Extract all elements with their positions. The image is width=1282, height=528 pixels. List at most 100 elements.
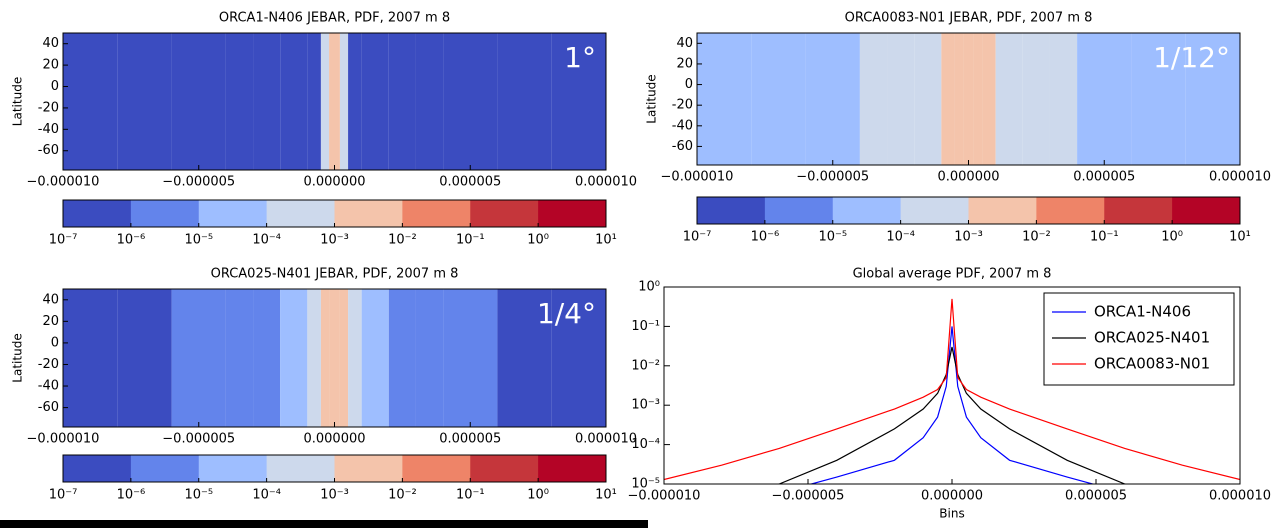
- annotation: 1/4°: [537, 297, 596, 330]
- y-tick-label: 0: [51, 335, 59, 350]
- heat-cell: [307, 289, 321, 427]
- y-tick-label: 40: [42, 292, 59, 307]
- heat-cell: [1131, 33, 1186, 165]
- legend-box: [1043, 292, 1235, 386]
- colorbar-tick-label: 10⁻⁵: [184, 233, 213, 248]
- y-tick-label: 20: [42, 314, 59, 329]
- heat-cell: [1077, 33, 1132, 165]
- colorbar-segment: [1104, 197, 1173, 224]
- colorbar-tick-label: 10¹: [1229, 230, 1251, 245]
- heat-cell: [320, 33, 330, 170]
- colorbar-tick-label: 10⁻³: [954, 230, 983, 245]
- heat-cell: [443, 33, 498, 170]
- heat-cell: [551, 33, 606, 170]
- colorbar-segment: [697, 197, 766, 224]
- y-axis-label: Latitude: [11, 77, 25, 126]
- y-tick-label: -40: [38, 379, 59, 394]
- heat-cell: [443, 289, 498, 427]
- x-tick-label: 0.000010: [1209, 489, 1271, 504]
- x-tick-label: 0.000000: [937, 170, 999, 185]
- y-tick-label: -20: [38, 357, 59, 372]
- data-line: [809, 326, 1095, 484]
- y-axis-label: Latitude: [11, 333, 25, 382]
- y-tick-label: -60: [38, 400, 59, 415]
- heat-cell: [361, 33, 389, 170]
- heat-cell: [307, 33, 321, 170]
- colorbar-tick-label: 10⁻⁶: [751, 230, 780, 245]
- colorbar-segment: [63, 200, 132, 227]
- heat-cell: [117, 33, 172, 170]
- heat-cell: [171, 289, 226, 427]
- colorbar-tick-label: 10¹: [595, 488, 617, 503]
- x-tick-label: 0.000000: [303, 432, 365, 447]
- y-tick-label: 10⁰: [638, 280, 660, 295]
- colorbar-tick-label: 10⁻⁷: [49, 233, 78, 248]
- heat-cell: [63, 33, 118, 170]
- colorbar-tick-label: 10⁻²: [388, 488, 417, 503]
- colorbar-segment: [63, 455, 132, 482]
- y-tick-label: -60: [672, 139, 693, 154]
- colorbar-segment: [266, 455, 335, 482]
- heat-cell: [963, 33, 974, 165]
- colorbar-tick-label: 10⁻³: [320, 488, 349, 503]
- heat-cell: [253, 289, 281, 427]
- colorbar-tick-label: 10⁻⁷: [683, 230, 712, 245]
- colorbar-tick-label: 10⁻²: [388, 233, 417, 248]
- heat-cell: [697, 33, 752, 165]
- colorbar-tick-label: 10⁻⁴: [252, 488, 281, 503]
- heat-cell: [415, 33, 444, 170]
- colorbar-segment: [1172, 197, 1241, 224]
- colorbar-tick-label: 10⁻⁵: [184, 488, 213, 503]
- colorbar-tick-label: 10⁻⁶: [117, 488, 146, 503]
- heat-cell: [805, 33, 860, 165]
- colorbar-tick-label: 10⁻⁵: [818, 230, 847, 245]
- heat-cell: [339, 289, 349, 427]
- heat-cell: [339, 33, 349, 170]
- colorbar-tick-label: 10⁻⁴: [252, 233, 281, 248]
- colorbar-segment: [832, 197, 902, 224]
- colorbar-segment: [198, 455, 268, 482]
- colorbar-segment: [130, 200, 200, 227]
- colorbar-tick-label: 10⁻²: [1022, 230, 1051, 245]
- colorbar-tick-label: 10⁻¹: [456, 488, 485, 503]
- colorbar-segment: [470, 455, 539, 482]
- y-tick-label: 10⁻²: [631, 358, 660, 373]
- legend-label: ORCA025-N401: [1094, 329, 1210, 347]
- heat-cell: [280, 289, 308, 427]
- colorbar-segment: [470, 200, 539, 227]
- colorbar-segment: [266, 200, 335, 227]
- colorbar-tick-label: 10⁻⁷: [49, 488, 78, 503]
- colorbar-segment: [968, 197, 1037, 224]
- x-tick-label: −0.000010: [27, 432, 100, 447]
- colorbar-tick-label: 10⁻³: [320, 233, 349, 248]
- heat-cell: [253, 33, 281, 170]
- colorbar-segment: [130, 455, 200, 482]
- heat-cell: [388, 33, 416, 170]
- y-tick-label: 10⁻⁵: [631, 477, 660, 492]
- x-tick-label: −0.000010: [661, 170, 734, 185]
- x-tick-label: 0.000005: [1073, 170, 1135, 185]
- x-tick-label: 0.000010: [575, 432, 637, 447]
- colorbar-segment: [900, 197, 969, 224]
- y-tick-label: -20: [38, 100, 59, 115]
- x-tick-label: 0.000000: [303, 175, 365, 190]
- y-axis-label: Latitude: [645, 74, 659, 123]
- data-line: [664, 298, 1240, 481]
- x-tick-label: 0.000005: [439, 432, 501, 447]
- heat-cell: [751, 33, 806, 165]
- heat-cell: [941, 33, 955, 165]
- heat-cell: [551, 289, 606, 427]
- heat-cell: [497, 289, 552, 427]
- x-tick-label: 0.000005: [1065, 489, 1127, 504]
- colorbar-tick-label: 10⁻¹: [456, 233, 485, 248]
- heat-cell: [225, 289, 254, 427]
- x-tick-label: 0.000000: [921, 489, 983, 504]
- colorbar-tick-label: 10¹: [595, 233, 617, 248]
- chart-title: ORCA1-N406 JEBAR, PDF, 2007 m 8: [219, 11, 450, 26]
- y-tick-label: 10⁻³: [631, 398, 660, 413]
- annotation: 1/12°: [1153, 41, 1230, 74]
- heat-cell: [954, 33, 964, 165]
- heat-cell: [914, 33, 942, 165]
- y-tick-label: -40: [38, 122, 59, 137]
